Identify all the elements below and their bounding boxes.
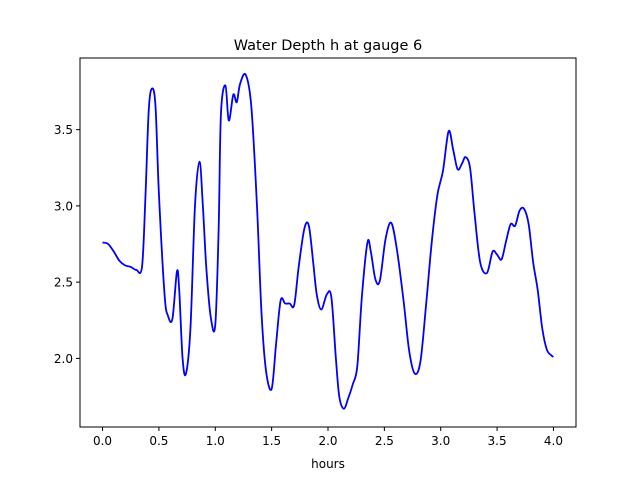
x-tick-label: 3.5: [488, 434, 507, 448]
y-tick-label: 2.5: [54, 276, 73, 290]
chart-title: Water Depth h at gauge 6: [234, 38, 422, 54]
x-tick-label: 0.5: [149, 434, 168, 448]
x-tick-label: 2.0: [318, 434, 337, 448]
y-axis-ticks: 2.0 2.5 3.0 3.5: [54, 123, 80, 366]
x-tick-label: 2.5: [375, 434, 394, 448]
x-axis-label: hours: [311, 457, 345, 471]
y-tick-label: 3.5: [54, 123, 73, 137]
series-line: [102, 72, 554, 410]
x-tick-label: 1.5: [262, 434, 281, 448]
x-tick-label: 4.0: [544, 434, 563, 448]
y-tick-label: 3.0: [54, 199, 73, 213]
x-tick-label: 0.0: [93, 434, 112, 448]
x-tick-label: 1.0: [206, 434, 225, 448]
y-tick-label: 2.0: [54, 352, 73, 366]
x-axis-ticks: 0.0 0.5 1.0 1.5 2.0 2.5 3.0 3.5 4.0: [93, 427, 563, 448]
x-tick-label: 3.0: [431, 434, 450, 448]
